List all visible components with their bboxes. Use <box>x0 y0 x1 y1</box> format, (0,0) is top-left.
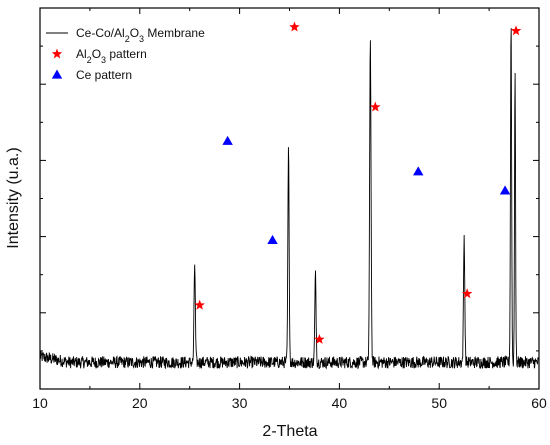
x-tick-label: 50 <box>431 395 447 411</box>
x-tick-label: 20 <box>132 395 148 411</box>
al2o3-star-marker <box>461 288 473 299</box>
legend-star-icon <box>51 48 63 59</box>
ce-triangle-marker <box>267 234 278 244</box>
al2o3-star-marker <box>510 25 522 36</box>
legend-text-part: O <box>130 26 139 40</box>
legend-subscript: 3 <box>139 34 144 44</box>
legend-label: Al2O3 pattern <box>76 47 147 65</box>
x-tick-label: 60 <box>531 395 547 411</box>
x-tick-labels: 10 20 30 40 50 60 <box>32 395 547 411</box>
legend-subscript: 3 <box>101 55 106 65</box>
legend-label: Ce-Co/Al2O3 Membrane <box>76 26 205 44</box>
legend-triangle-icon <box>51 69 63 79</box>
legend-text-part: Membrane <box>144 26 205 40</box>
x-tick-label: 10 <box>32 395 48 411</box>
legend-text-part: pattern <box>106 47 147 61</box>
ce-triangle-marker <box>499 185 511 195</box>
x-tick-label: 40 <box>332 395 348 411</box>
legend-text-part: Al <box>76 47 87 61</box>
ce-triangle-marker <box>413 166 424 176</box>
legend-subscript: 2 <box>125 34 130 44</box>
ce-triangle-marker <box>222 135 233 145</box>
axis-ticks <box>39 8 540 389</box>
legend-text-part: Ce-Co/Al <box>76 26 125 40</box>
al2o3-star-marker <box>370 101 381 112</box>
al2o3-star-marker <box>194 299 205 310</box>
al2o3-star-marker <box>314 333 325 344</box>
y-axis-title: Intensity (u.a.) <box>5 147 22 248</box>
x-axis-title: 2-Theta <box>262 423 317 440</box>
x-tick-label: 30 <box>232 395 248 411</box>
legend-text-part: Ce pattern <box>76 68 132 82</box>
legend-text-part: O <box>92 47 101 61</box>
membrane-trace-line <box>39 28 540 370</box>
al2o3-star-marker <box>289 21 300 32</box>
legend-label: Ce pattern <box>76 68 132 82</box>
legend-subscript: 2 <box>87 55 92 65</box>
pattern-markers <box>194 21 522 344</box>
